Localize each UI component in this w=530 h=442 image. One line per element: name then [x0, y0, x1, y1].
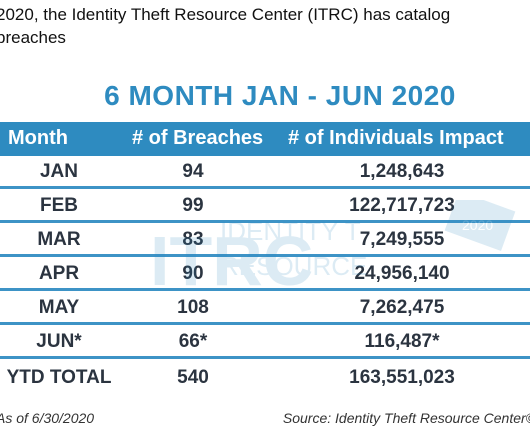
cell-month: JAN	[39, 161, 78, 182]
table-header-row: Month # of Breaches # of Individuals Imp…	[0, 122, 530, 156]
header-month: Month	[8, 127, 68, 149]
table-row: APR 90 24,956,140	[0, 258, 530, 291]
cell-breaches: 99	[182, 195, 204, 216]
cell-month: FEB	[40, 195, 78, 216]
cell-month: YTD TOTAL	[6, 367, 112, 388]
table-row: MAY 108 7,262,475	[0, 292, 530, 325]
header-individuals-impacted: # of Individuals Impact	[288, 127, 504, 149]
cell-breaches: 94	[182, 161, 204, 182]
table-row: FEB 99 122,717,723	[0, 190, 530, 223]
cell-individuals: 24,956,140	[354, 263, 450, 284]
intro-line-2: breaches	[0, 28, 66, 47]
cell-breaches: 83	[182, 229, 204, 250]
cell-individuals: 7,262,475	[359, 297, 445, 318]
cell-individuals: 7,249,555	[359, 229, 445, 250]
breach-table: Month # of Breaches # of Individuals Imp…	[0, 122, 530, 400]
cell-individuals: 116,487*	[364, 331, 440, 352]
cell-month: MAY	[38, 297, 80, 318]
intro-line-1: 2020, the Identity Theft Resource Center…	[0, 5, 451, 24]
cell-individuals: 1,248,643	[359, 161, 445, 182]
cell-breaches: 540	[177, 367, 209, 388]
cell-individuals: 163,551,023	[349, 367, 455, 388]
cell-month: JUN*	[36, 331, 82, 352]
cell-individuals: 122,717,723	[349, 195, 455, 216]
cell-breaches: 66*	[178, 331, 208, 352]
cell-breaches: 108	[177, 297, 209, 318]
cell-month: MAR	[37, 229, 81, 250]
header-breaches: # of Breaches	[132, 127, 264, 149]
cell-month: APR	[38, 263, 80, 284]
table-row: JAN 94 1,248,643	[0, 156, 530, 189]
table-row: MAR 83 7,249,555	[0, 224, 530, 257]
cell-breaches: 90	[182, 263, 204, 284]
as-of-date: As of 6/30/2020	[0, 410, 95, 426]
source-credit: Source: Identity Theft Resource Center©	[282, 410, 530, 426]
table-row: JUN* 66* 116,487*	[0, 326, 530, 359]
table-row-total: YTD TOTAL 540 163,551,023	[0, 362, 530, 395]
table-title: 6 MONTH JAN - JUN 2020	[104, 80, 456, 111]
